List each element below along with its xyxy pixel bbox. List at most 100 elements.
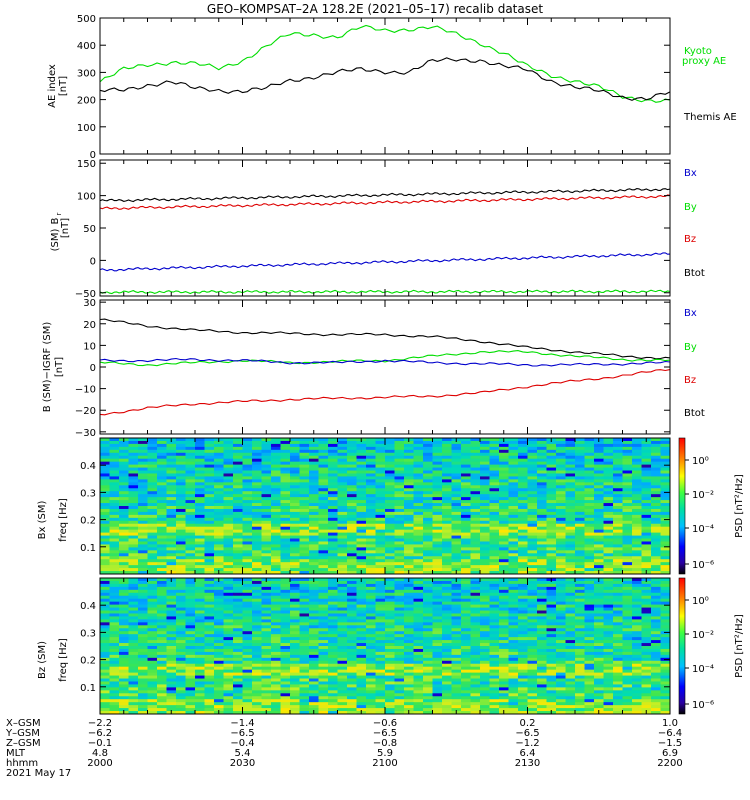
spec_bx-cell: [128, 550, 139, 554]
spec_bz-cell: [584, 654, 595, 659]
spec_bz-cell: [404, 622, 414, 626]
spec_bz-cell: [138, 672, 148, 676]
spec_bx-cell: [603, 461, 614, 466]
spec_bz-cell: [195, 610, 205, 614]
spec_bx-cell: [109, 500, 120, 504]
spec_bx-cell: [166, 464, 177, 468]
spec_bz-cell: [290, 651, 300, 656]
spec_bz-cell: [480, 607, 490, 611]
spec_bx-cell: [546, 458, 557, 463]
spec_bz-cell: [356, 625, 367, 629]
spec_bz-cell: [423, 631, 433, 635]
spec_bx-cell: [546, 526, 557, 531]
spec_bx-cell: [119, 455, 129, 460]
spec_bz-cell: [375, 646, 386, 650]
spec_bz-cell: [461, 643, 471, 647]
spec_bx-cell: [157, 565, 167, 569]
spec_bz-cell: [347, 592, 357, 597]
spec_bx-cell: [622, 500, 633, 504]
spec_bx-cell: [556, 544, 566, 548]
spec_bx-cell: [147, 529, 158, 534]
spec_bz-cell: [280, 669, 291, 674]
spec_bx-cell: [641, 464, 652, 468]
spec_bx-cell: [309, 568, 319, 572]
spec_bz-cell: [461, 634, 471, 638]
spec_bx-cell: [204, 556, 215, 560]
spec_bx-cell: [432, 538, 443, 542]
spec_bx-cell: [404, 556, 414, 560]
spec_bx-cell: [261, 565, 272, 569]
spec_bx-cell: [100, 529, 110, 534]
spec_bx-cell: [451, 452, 462, 457]
spec_bx-cell: [489, 488, 500, 492]
spec_bx-cell: [660, 461, 671, 466]
spec_bz-cell: [214, 634, 224, 638]
spec_bx-cell: [252, 526, 262, 531]
spec_bx-cell: [290, 449, 300, 454]
spec_bx-cell: [166, 503, 177, 507]
spec_bx-cell: [594, 479, 604, 483]
spec_bx-cell: [575, 568, 585, 572]
spec_bx-cell: [147, 541, 158, 545]
spec_bz-cell: [290, 613, 300, 617]
spec_bx-cell: [147, 479, 158, 483]
spec_bz-cell: [119, 646, 129, 650]
spec_bz-cell: [185, 654, 196, 659]
spec_bz-cell: [385, 663, 395, 668]
spec_bx-cell: [499, 506, 509, 510]
spec_bz-cell: [214, 601, 224, 606]
spec_bz-cell: [423, 654, 433, 659]
spec_bz-cell: [594, 592, 604, 597]
spec_bz-cell: [461, 669, 471, 674]
spec_bz-cell: [565, 637, 576, 641]
spec_bz-cell: [613, 678, 623, 682]
spec_bx-cell: [128, 553, 139, 557]
spec_bx-cell: [261, 455, 272, 460]
spec_bz-cell: [147, 634, 158, 638]
spec_bz-cell: [195, 681, 205, 685]
spec_bx-cell: [280, 547, 291, 551]
spec_bz-cell: [651, 586, 661, 591]
spec_bx-cell: [195, 443, 205, 448]
spec_bz-cell: [404, 672, 414, 676]
spec_bz-cell: [290, 607, 300, 611]
spec_bz-cell: [470, 583, 481, 588]
spec_bx-cell: [290, 446, 300, 451]
spec_bz-cell: [613, 637, 623, 641]
spec_bx-cell: [518, 553, 528, 557]
spec_bx-cell: [651, 547, 661, 551]
spec_bx-cell: [252, 559, 262, 563]
spec_bx-cell: [442, 556, 452, 560]
spec_bx-cell: [565, 541, 576, 545]
spec_bx-cell: [356, 440, 367, 445]
spec_bz-cell: [575, 595, 585, 600]
spec_bz-cell: [442, 613, 452, 617]
spec_bx-cell: [641, 520, 652, 525]
spec_bx-cell: [442, 494, 452, 498]
spec_bz-cell: [575, 586, 585, 591]
spec_bx-cell: [166, 482, 177, 486]
spec_bz-cell: [537, 634, 547, 638]
spec_bx-cell: [176, 523, 186, 528]
spec_bx-cell: [147, 455, 158, 460]
b-ytick-label: −50: [75, 289, 96, 300]
spec_bz-cell: [489, 610, 500, 614]
spec_bx-cell: [157, 440, 167, 445]
spec_bx-cell: [214, 476, 224, 480]
spec_bz-cell: [356, 598, 367, 603]
spec_bx-cell: [356, 497, 367, 501]
spec_bx-cell: [280, 568, 291, 572]
spec_bx-cell: [432, 523, 443, 528]
spec_bz-cell: [432, 666, 443, 671]
spec_bz-cell: [214, 675, 224, 679]
spec_bz-cell: [537, 610, 547, 614]
spec_bx-cbar-tick-label: 10⁻²: [692, 490, 714, 501]
spec_bx-cell: [537, 446, 547, 451]
spec_bx-cell: [480, 464, 490, 468]
spec_bx-cell: [489, 467, 500, 471]
spec_bx-cell: [537, 544, 547, 548]
spec_bz-cell: [413, 583, 424, 588]
spec_bz-cell: [632, 678, 642, 682]
spec_bx-cell: [100, 550, 110, 554]
spec_bx-cell: [214, 562, 224, 566]
